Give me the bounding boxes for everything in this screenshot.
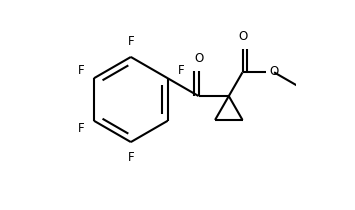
Text: O: O [194, 52, 203, 65]
Text: O: O [238, 30, 247, 43]
Text: F: F [78, 64, 84, 77]
Text: F: F [127, 151, 134, 164]
Text: F: F [78, 122, 84, 135]
Text: F: F [178, 64, 184, 77]
Text: O: O [269, 65, 278, 78]
Text: F: F [127, 35, 134, 48]
